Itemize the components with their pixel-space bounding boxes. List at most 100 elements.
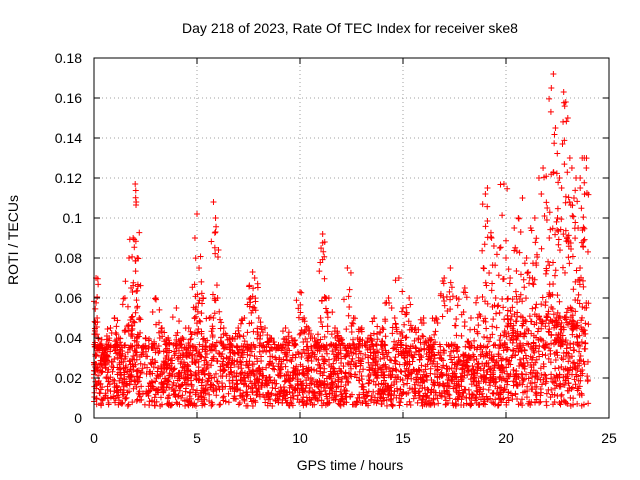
data-point [533, 396, 540, 403]
data-point [449, 293, 456, 300]
data-point [199, 402, 206, 409]
data-point [451, 354, 458, 361]
data-point [104, 395, 111, 402]
x-axis-label: GPS time / hours [297, 457, 404, 473]
data-point [241, 396, 248, 403]
data-point [398, 368, 405, 375]
y-tick-label: 0.16 [55, 90, 82, 106]
data-point [137, 329, 144, 336]
data-point [503, 401, 510, 408]
data-point [491, 341, 498, 348]
data-point [202, 354, 209, 361]
data-point [470, 366, 477, 373]
data-point [246, 368, 253, 375]
data-point [386, 300, 393, 307]
data-point [422, 366, 429, 373]
data-point [489, 369, 496, 376]
data-point [142, 348, 149, 355]
data-point [512, 244, 519, 251]
data-point [576, 348, 583, 355]
data-point [324, 350, 331, 357]
data-point [222, 398, 229, 405]
data-point [572, 308, 579, 315]
data-point [385, 391, 392, 398]
data-point [571, 347, 578, 354]
data-point [368, 396, 375, 403]
data-point [198, 353, 205, 360]
data-point [212, 229, 219, 236]
data-point [320, 356, 327, 363]
data-point [136, 229, 143, 236]
data-point [425, 338, 432, 345]
data-point [585, 400, 592, 407]
data-point [311, 353, 318, 360]
data-point [185, 362, 192, 369]
data-point [300, 366, 307, 373]
data-point [300, 346, 307, 353]
data-point [504, 185, 511, 192]
data-point [562, 377, 569, 384]
data-point [132, 348, 139, 355]
data-point [402, 334, 409, 341]
data-point [564, 400, 571, 407]
data-point [220, 331, 227, 338]
data-point [453, 332, 460, 339]
data-point [147, 380, 154, 387]
data-point [176, 318, 183, 325]
data-point [409, 354, 416, 361]
data-point [555, 179, 562, 186]
data-point [155, 349, 162, 356]
data-point [543, 199, 550, 206]
data-point [199, 367, 206, 374]
data-point [109, 368, 116, 375]
data-point [440, 362, 447, 369]
data-point [204, 364, 211, 371]
data-point [161, 329, 168, 336]
data-point [378, 338, 385, 345]
data-point [440, 382, 447, 389]
data-point [173, 399, 180, 406]
data-point [480, 378, 487, 385]
data-point [493, 310, 500, 317]
data-point [507, 308, 514, 315]
data-point [518, 370, 525, 377]
data-point [149, 309, 156, 316]
data-point [558, 340, 565, 347]
data-point [139, 343, 146, 350]
data-point [365, 380, 372, 387]
data-point [321, 358, 328, 365]
data-point [548, 318, 555, 325]
data-point [97, 357, 104, 364]
data-point [217, 401, 224, 408]
data-point [392, 354, 399, 361]
data-point [506, 280, 513, 287]
data-point [548, 371, 555, 378]
data-point [217, 325, 224, 332]
data-point [430, 381, 437, 388]
data-point [144, 353, 151, 360]
data-point [560, 356, 567, 363]
data-point [527, 353, 534, 360]
data-point [538, 191, 545, 198]
data-point [550, 259, 557, 266]
data-point [314, 339, 321, 346]
data-point [467, 402, 474, 409]
data-point [340, 363, 347, 370]
data-point [485, 386, 492, 393]
data-point [530, 332, 537, 339]
data-point [138, 383, 145, 390]
data-point [491, 379, 498, 386]
data-point [141, 361, 148, 368]
data-point [455, 296, 462, 303]
data-point [548, 304, 555, 311]
data-point [97, 386, 104, 393]
data-point [383, 402, 390, 409]
data-point [477, 353, 484, 359]
data-point [513, 376, 520, 383]
data-point [204, 337, 211, 344]
data-point [359, 337, 366, 344]
data-point [385, 372, 392, 379]
data-point [125, 344, 132, 351]
data-point [581, 236, 588, 243]
data-point [447, 279, 454, 286]
